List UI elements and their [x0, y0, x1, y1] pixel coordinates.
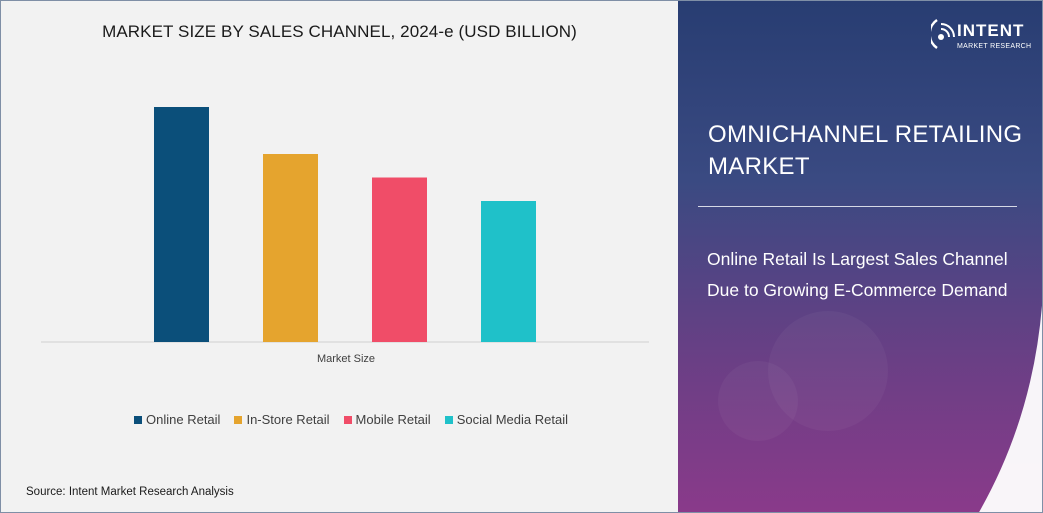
signal-icon	[931, 18, 955, 50]
intent-logo: INTENT MARKET RESEARCH	[931, 13, 1031, 57]
legend-swatch	[343, 415, 352, 424]
legend-item: Social Media Retail	[444, 412, 568, 427]
info-panel: INTENT MARKET RESEARCH OMNICHANNEL RETAI…	[678, 1, 1042, 512]
bar-mobile-retail	[372, 177, 427, 342]
bar-in-store-retail	[263, 154, 318, 342]
divider	[698, 206, 1017, 207]
x-tick-label: Market Size	[317, 353, 375, 365]
legend-label: Online Retail	[146, 412, 221, 427]
bar-online-retail	[154, 107, 209, 342]
logo-subtext: MARKET RESEARCH	[957, 43, 1032, 50]
legend-label: Mobile Retail	[355, 412, 431, 427]
legend-swatch	[134, 415, 143, 424]
legend-item: In-Store Retail	[234, 412, 330, 427]
headline: Online Retail Is Largest Sales Channel D…	[707, 249, 1008, 300]
legend-label: Social Media Retail	[456, 412, 568, 427]
bar-chart: Market Size	[41, 107, 649, 365]
legend-item: Mobile Retail	[343, 412, 431, 427]
chart-title: MARKET SIZE BY SALES CHANNEL, 2024-e (US…	[102, 22, 577, 41]
chart-legend: Online Retail In-Store Retail Mobile Retai…	[1, 412, 701, 427]
legend-swatch	[444, 415, 453, 424]
legend-swatch	[234, 415, 243, 424]
decorative-curve	[718, 305, 1042, 512]
market-title: OMNICHANNEL RETAILING MARKET	[708, 121, 1023, 180]
legend-item: Online Retail	[134, 412, 220, 427]
legend-label: In-Store Retail	[246, 412, 330, 427]
chart-panel: MARKET SIZE BY SALES CHANNEL, 2024-e (US…	[1, 1, 678, 512]
bar-social-media-retail	[481, 201, 536, 342]
logo-wordmark: INTENT	[957, 21, 1025, 40]
source-note: Source: Intent Market Research Analysis	[26, 486, 234, 498]
